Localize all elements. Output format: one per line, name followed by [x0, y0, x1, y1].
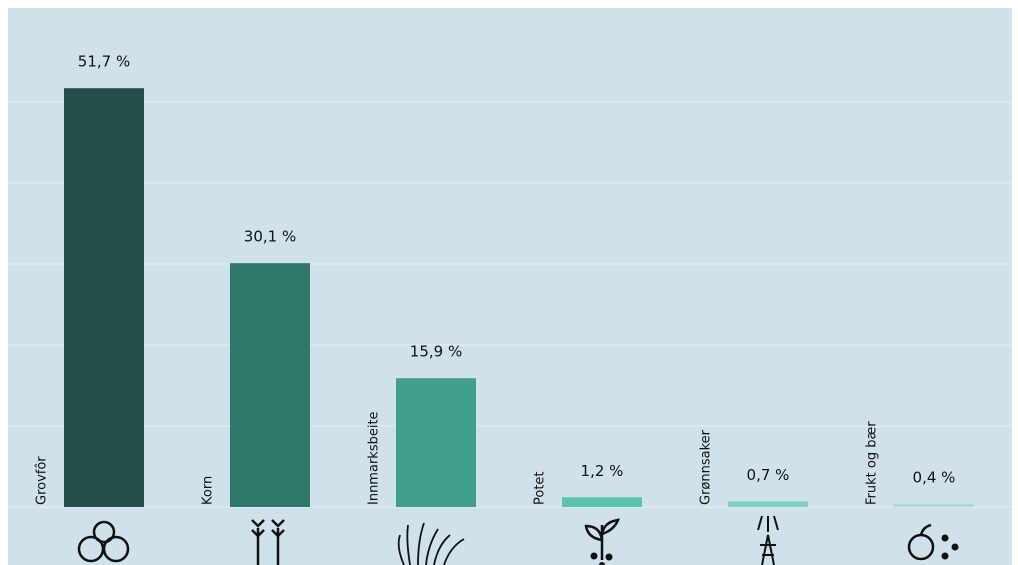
icon-potato: [584, 518, 620, 565]
category-label: Grovfôr: [35, 456, 50, 505]
bar: [894, 503, 974, 507]
bar: [562, 497, 642, 507]
icon-grass: [397, 522, 465, 565]
category-label: Korn: [201, 476, 216, 505]
category-label: Innmarksbeite: [367, 411, 382, 505]
icon-bales: [77, 520, 130, 563]
bar: [396, 378, 476, 507]
value-label: 0,7 %: [747, 466, 790, 484]
icon-fruit: [907, 523, 959, 561]
value-label: 15,9 %: [410, 343, 462, 361]
bar: [230, 263, 310, 507]
category-label: Grønnsaker: [699, 429, 714, 505]
bar: [64, 88, 144, 508]
category-label: Frukt og bær: [865, 421, 880, 505]
bar: [728, 501, 808, 507]
value-label: 51,7 %: [78, 53, 130, 71]
value-label: 30,1 %: [244, 228, 296, 246]
icon-grain: [251, 519, 285, 565]
category-label: Potet: [533, 471, 548, 505]
value-label: 0,4 %: [913, 468, 956, 486]
value-label: 1,2 %: [581, 462, 624, 480]
icon-vegetables: [757, 515, 779, 565]
plot-background: [8, 8, 1012, 565]
